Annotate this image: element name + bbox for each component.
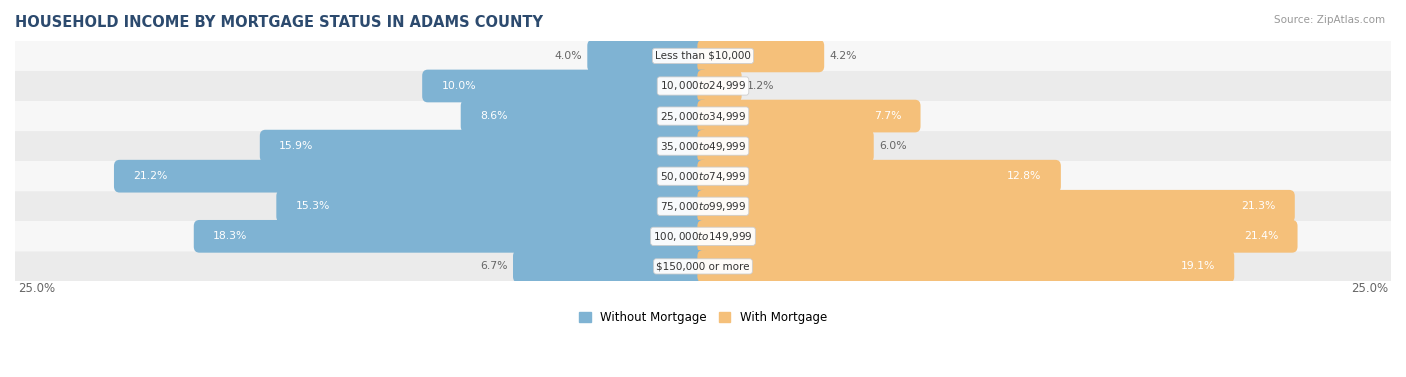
Text: 15.9%: 15.9% (280, 141, 314, 151)
FancyBboxPatch shape (588, 40, 709, 72)
Legend: Without Mortgage, With Mortgage: Without Mortgage, With Mortgage (574, 306, 832, 328)
Text: 15.3%: 15.3% (295, 201, 330, 211)
FancyBboxPatch shape (194, 220, 709, 253)
Text: 25.0%: 25.0% (18, 282, 55, 295)
FancyBboxPatch shape (114, 160, 709, 193)
Text: Source: ZipAtlas.com: Source: ZipAtlas.com (1274, 15, 1385, 25)
Text: 18.3%: 18.3% (214, 231, 247, 241)
FancyBboxPatch shape (697, 100, 921, 132)
Text: 6.7%: 6.7% (479, 261, 508, 271)
Text: 25.0%: 25.0% (1351, 282, 1388, 295)
Text: 7.7%: 7.7% (873, 111, 901, 121)
Text: $150,000 or more: $150,000 or more (657, 261, 749, 271)
Text: $25,000 to $34,999: $25,000 to $34,999 (659, 110, 747, 123)
Text: 8.6%: 8.6% (479, 111, 508, 121)
FancyBboxPatch shape (15, 41, 1391, 71)
FancyBboxPatch shape (697, 250, 1234, 283)
FancyBboxPatch shape (697, 190, 1295, 222)
FancyBboxPatch shape (15, 221, 1391, 251)
FancyBboxPatch shape (260, 130, 709, 162)
Text: 12.8%: 12.8% (1007, 171, 1042, 181)
Text: 10.0%: 10.0% (441, 81, 477, 91)
FancyBboxPatch shape (461, 100, 709, 132)
FancyBboxPatch shape (15, 101, 1391, 131)
Text: HOUSEHOLD INCOME BY MORTGAGE STATUS IN ADAMS COUNTY: HOUSEHOLD INCOME BY MORTGAGE STATUS IN A… (15, 15, 543, 30)
FancyBboxPatch shape (15, 161, 1391, 191)
FancyBboxPatch shape (697, 40, 824, 72)
Text: 19.1%: 19.1% (1181, 261, 1215, 271)
FancyBboxPatch shape (697, 130, 873, 162)
Text: 4.2%: 4.2% (830, 51, 858, 61)
FancyBboxPatch shape (422, 70, 709, 102)
FancyBboxPatch shape (15, 71, 1391, 101)
Text: $75,000 to $99,999: $75,000 to $99,999 (659, 200, 747, 213)
Text: $10,000 to $24,999: $10,000 to $24,999 (659, 80, 747, 92)
Text: 1.2%: 1.2% (747, 81, 775, 91)
FancyBboxPatch shape (697, 70, 741, 102)
FancyBboxPatch shape (15, 191, 1391, 221)
Text: 21.4%: 21.4% (1244, 231, 1278, 241)
FancyBboxPatch shape (277, 190, 709, 222)
Text: Less than $10,000: Less than $10,000 (655, 51, 751, 61)
Text: $50,000 to $74,999: $50,000 to $74,999 (659, 170, 747, 183)
Text: 6.0%: 6.0% (879, 141, 907, 151)
Text: 21.3%: 21.3% (1241, 201, 1275, 211)
Text: 21.2%: 21.2% (134, 171, 167, 181)
Text: $100,000 to $149,999: $100,000 to $149,999 (654, 230, 752, 243)
FancyBboxPatch shape (697, 160, 1062, 193)
Text: $35,000 to $49,999: $35,000 to $49,999 (659, 139, 747, 153)
FancyBboxPatch shape (15, 251, 1391, 281)
FancyBboxPatch shape (513, 250, 709, 283)
FancyBboxPatch shape (15, 131, 1391, 161)
Text: 4.0%: 4.0% (554, 51, 582, 61)
FancyBboxPatch shape (697, 220, 1298, 253)
